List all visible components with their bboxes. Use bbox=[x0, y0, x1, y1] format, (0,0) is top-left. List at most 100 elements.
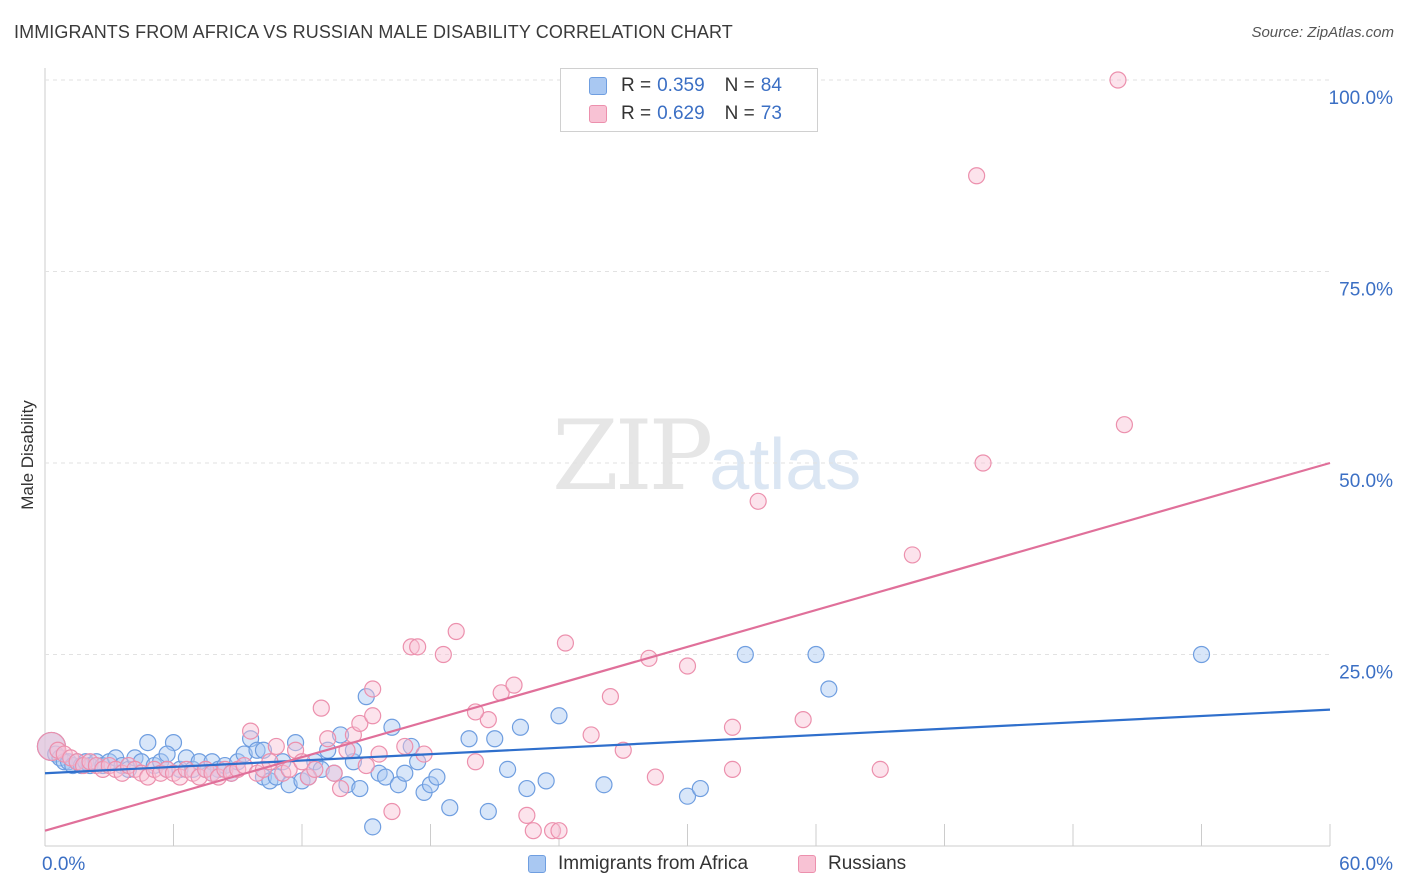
russians-point bbox=[1115, 416, 1134, 434]
africa-point bbox=[396, 764, 414, 782]
africa-point bbox=[376, 768, 395, 786]
russians-point bbox=[357, 756, 375, 775]
r-label: R = bbox=[621, 103, 652, 124]
russians-point bbox=[312, 699, 330, 717]
africa-point bbox=[550, 707, 568, 725]
russians-point bbox=[871, 760, 889, 779]
russians-point bbox=[364, 707, 382, 725]
africa-point bbox=[518, 779, 536, 798]
africa-legend-swatch bbox=[528, 855, 546, 873]
russians-point bbox=[306, 760, 324, 779]
y-tick-label: 100.0% bbox=[1329, 88, 1394, 109]
russians-point bbox=[601, 688, 620, 706]
y-tick-label: 25.0% bbox=[1339, 663, 1393, 684]
russians-point bbox=[434, 645, 452, 664]
n-label: N = bbox=[724, 75, 755, 96]
x-tick-label: 60.0% bbox=[1339, 854, 1393, 875]
russians-point bbox=[364, 680, 382, 698]
legend-item-russians: Russians bbox=[798, 852, 906, 876]
stats-legend-row-africa: R = 0.359 N = 84 bbox=[589, 75, 782, 97]
n-label: N = bbox=[724, 103, 755, 124]
russians-point bbox=[550, 822, 568, 840]
russians-point bbox=[518, 806, 536, 824]
russians-point bbox=[331, 779, 350, 798]
russians-point bbox=[903, 546, 921, 564]
russians-point bbox=[447, 622, 465, 641]
r-label: R = bbox=[621, 75, 652, 96]
n-value: 73 bbox=[760, 103, 782, 124]
africa-point bbox=[691, 779, 709, 798]
africa-point bbox=[364, 818, 382, 836]
russians-point bbox=[543, 822, 562, 840]
russians-point bbox=[325, 764, 343, 782]
africa-point bbox=[331, 726, 350, 744]
russians-point bbox=[505, 676, 523, 694]
russians-trend-line bbox=[44, 461, 1331, 832]
legend-label-africa: Immigrants from Africa bbox=[558, 853, 749, 874]
africa-swatch bbox=[589, 77, 607, 95]
russians-swatch bbox=[589, 105, 607, 123]
africa-point bbox=[486, 730, 504, 748]
africa-point bbox=[139, 733, 157, 752]
watermark: ZIPatlas bbox=[552, 400, 861, 512]
africa-point bbox=[441, 799, 459, 817]
watermark-zip: ZIP bbox=[552, 400, 713, 512]
source-label: Source: ZipAtlas.com bbox=[1251, 24, 1394, 41]
russians-point bbox=[479, 711, 497, 729]
russians-point bbox=[968, 167, 986, 185]
russians-point bbox=[242, 722, 260, 740]
africa-point bbox=[678, 787, 697, 805]
africa-trend-line bbox=[44, 708, 1331, 775]
russians-point bbox=[409, 638, 427, 656]
africa-point bbox=[595, 776, 613, 794]
africa-point bbox=[499, 760, 517, 779]
africa-point bbox=[736, 645, 754, 664]
russians-point bbox=[582, 726, 600, 744]
africa-point bbox=[1192, 645, 1211, 664]
legend-label-russians: Russians bbox=[828, 853, 907, 874]
africa-point bbox=[248, 741, 266, 759]
stats-legend-row-russians: R = 0.629 N = 73 bbox=[589, 103, 782, 125]
x-tick-label: 0.0% bbox=[42, 854, 85, 875]
russians-point bbox=[370, 745, 388, 763]
russians-point bbox=[1109, 71, 1127, 89]
africa-point bbox=[428, 768, 446, 786]
russians-point bbox=[614, 741, 632, 759]
africa-point bbox=[537, 772, 555, 790]
africa-point bbox=[351, 779, 369, 798]
africa-point bbox=[460, 730, 478, 748]
russians-point bbox=[646, 768, 664, 786]
r-value: 0.359 bbox=[657, 75, 705, 96]
russians-point bbox=[466, 753, 485, 771]
russians-point bbox=[723, 760, 742, 779]
africa-point bbox=[312, 760, 330, 779]
russians-point bbox=[396, 737, 414, 756]
russians-point bbox=[749, 492, 767, 510]
russians-point bbox=[267, 737, 285, 756]
y-tick-label: 50.0% bbox=[1339, 471, 1393, 492]
y-axis-label: Male Disability bbox=[18, 400, 37, 510]
russians-point bbox=[723, 718, 742, 736]
africa-point bbox=[820, 680, 838, 698]
russians-point bbox=[402, 638, 420, 656]
russians-legend-swatch bbox=[798, 855, 816, 873]
russians-point bbox=[974, 454, 992, 472]
africa-point bbox=[158, 745, 176, 763]
russians-point bbox=[351, 714, 369, 733]
russians-point bbox=[794, 711, 812, 729]
y-tick-label: 75.0% bbox=[1339, 280, 1393, 301]
russians-point bbox=[319, 730, 337, 748]
r-value: 0.629 bbox=[657, 103, 705, 124]
chart-title: IMMIGRANTS FROM AFRICA VS RUSSIAN MALE D… bbox=[14, 22, 733, 42]
watermark-atlas: atlas bbox=[709, 425, 862, 505]
stats-legend: R = 0.359 N = 84 R = 0.629 N = 73 bbox=[560, 68, 818, 132]
africa-point bbox=[807, 645, 825, 664]
russians-point bbox=[524, 822, 542, 840]
n-value: 84 bbox=[760, 75, 782, 96]
africa-point bbox=[511, 718, 530, 736]
russians-point bbox=[383, 802, 401, 821]
russians-point bbox=[556, 634, 575, 652]
africa-point bbox=[479, 802, 497, 821]
legend-item-africa: Immigrants from Africa bbox=[528, 852, 748, 876]
